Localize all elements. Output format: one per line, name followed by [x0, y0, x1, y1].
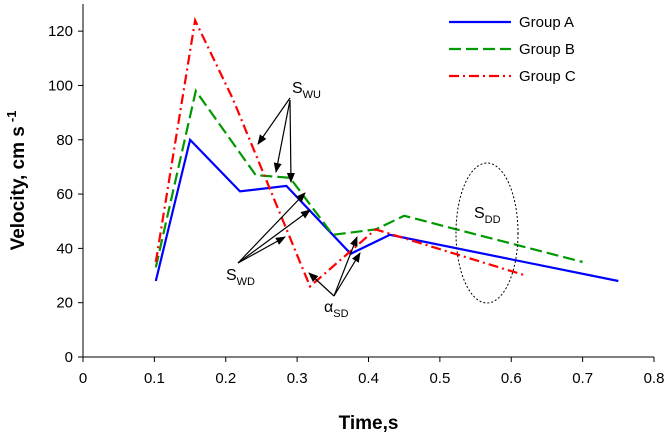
legend: Group A Group B Group C: [449, 14, 576, 85]
annotation-arrow: [237, 236, 286, 264]
x-tick-label: 0.1: [144, 370, 165, 387]
x-tick-label: 0: [79, 370, 87, 387]
annotation-label-sub: SD: [333, 308, 348, 320]
annotation-arrow: [257, 97, 291, 145]
x-tick-label: 0.4: [358, 370, 379, 387]
series-layer: [154, 16, 619, 289]
y-tick-label: 20: [56, 295, 73, 312]
annotation-label: αSD: [324, 299, 349, 320]
series-line-group-a: [154, 137, 619, 283]
y-tick-label: 0: [65, 349, 73, 366]
annotation-label-sub: WD: [237, 276, 255, 288]
y-tick-label: 100: [48, 77, 73, 94]
annotation-label-sub: WU: [303, 89, 321, 101]
y-axis-label-text: Velocity, cm s: [8, 126, 29, 250]
y-tick-label: 80: [56, 132, 73, 149]
x-tick-label: 0.5: [429, 370, 450, 387]
x-tick-label: 0.3: [287, 370, 308, 387]
annotation-arrow: [333, 236, 358, 297]
y-axis-label-superscript: -1: [4, 111, 19, 123]
x-tick-label: 0.7: [572, 370, 593, 387]
annotation-label-main: S: [292, 80, 303, 97]
annotation-label-main: α: [324, 299, 333, 316]
x-tick-label: 0.8: [644, 370, 665, 387]
annotation-arrow: [273, 99, 291, 173]
y-tick-label: 40: [56, 240, 73, 257]
annotation-arrow: [286, 99, 295, 183]
x-axis-label: Time,s: [339, 413, 399, 434]
annotation-arrow: [333, 252, 361, 297]
annotation-label-main: S: [226, 267, 237, 284]
annotation-arrow: [308, 272, 335, 297]
annotation-label: SWU: [292, 80, 321, 101]
annotation-label: SDD: [474, 205, 501, 226]
sdd-ellipse: [455, 162, 519, 304]
series-line-group-b: [154, 88, 583, 268]
series-line-group-c: [154, 16, 526, 289]
legend-label: Group A: [519, 14, 574, 31]
x-tick-label: 0.2: [215, 370, 236, 387]
y-tick-label: 120: [48, 23, 73, 40]
annotation-label: SWD: [226, 267, 255, 288]
annotation-arrow: [237, 192, 306, 264]
x-tick-label: 0.6: [501, 370, 522, 387]
annotation-label-sub: DD: [485, 214, 501, 226]
annotation-label-main: S: [474, 205, 485, 222]
chart-axes: 0 20 40 60 80 100 120 0 0.1 0.2 0.3 0.4 0.5 0.6 0.7 0.8…: [4, 4, 664, 434]
y-axis-label: Velocity, cm s -1: [4, 111, 29, 251]
legend-label: Group B: [519, 41, 575, 58]
y-tick-label: 60: [56, 186, 73, 203]
annotation-arrow: [237, 209, 311, 264]
legend-label: Group C: [519, 68, 576, 85]
